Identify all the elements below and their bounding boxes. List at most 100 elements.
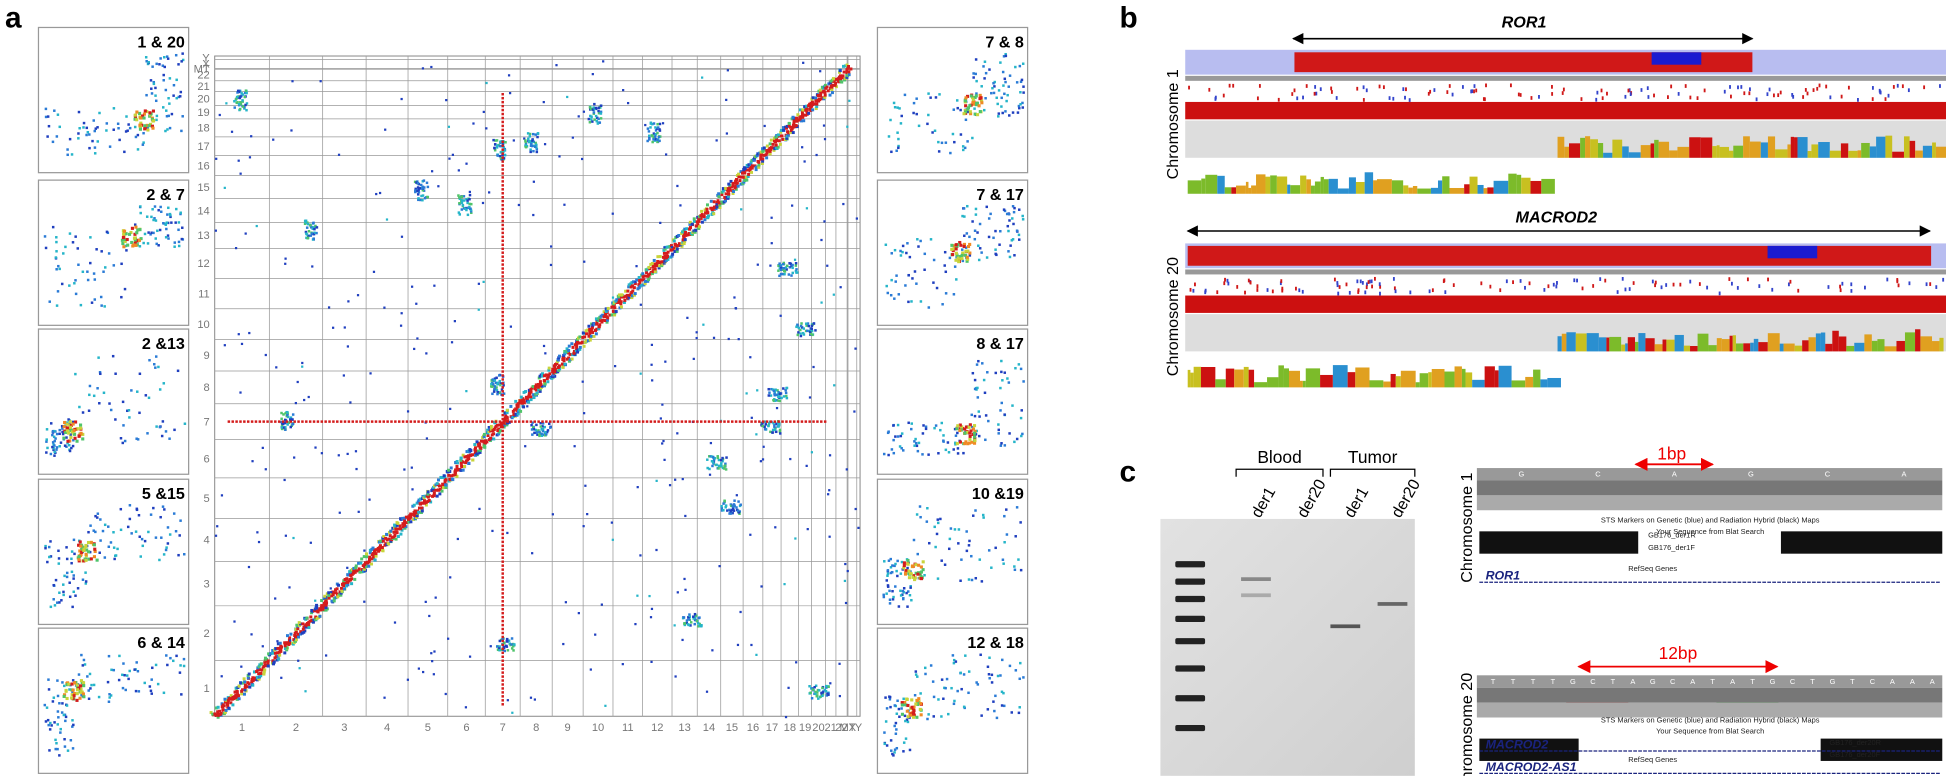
contact xyxy=(688,613,690,615)
contact xyxy=(713,200,716,203)
contact xyxy=(1004,371,1006,373)
conservation-bar xyxy=(1531,181,1542,194)
feature xyxy=(1229,84,1231,88)
contact xyxy=(801,420,803,422)
contact xyxy=(464,420,466,422)
contact xyxy=(808,685,810,687)
contact xyxy=(58,433,60,435)
contact xyxy=(359,420,361,422)
contact xyxy=(45,720,47,722)
contact xyxy=(367,420,369,422)
contact xyxy=(52,584,54,586)
contact xyxy=(546,380,549,383)
contact xyxy=(69,232,71,234)
contact xyxy=(469,208,471,210)
contact xyxy=(465,163,467,165)
feature xyxy=(1872,86,1874,90)
contact xyxy=(57,695,59,697)
contact xyxy=(822,90,825,93)
contact xyxy=(907,301,909,303)
contact xyxy=(654,420,656,422)
contact xyxy=(779,143,782,146)
contact xyxy=(501,164,503,166)
feature xyxy=(1647,86,1649,90)
contact xyxy=(385,533,388,536)
conservation-bar xyxy=(1306,179,1311,193)
contact xyxy=(288,586,290,588)
contact xyxy=(496,393,498,395)
contact xyxy=(974,230,976,232)
contact xyxy=(82,271,84,273)
contact xyxy=(82,578,84,580)
contact xyxy=(66,558,68,560)
contact xyxy=(506,638,508,640)
contact xyxy=(84,571,86,573)
contact xyxy=(167,542,169,544)
contact xyxy=(501,691,503,693)
contact xyxy=(110,541,112,543)
contact xyxy=(487,420,489,422)
contact xyxy=(56,679,58,681)
contact xyxy=(98,112,100,114)
feature xyxy=(1647,95,1649,99)
contact xyxy=(126,238,129,241)
contact xyxy=(63,425,66,428)
contact xyxy=(844,580,846,582)
contact xyxy=(468,420,470,422)
feature xyxy=(1747,277,1749,281)
contact xyxy=(791,267,793,269)
contact xyxy=(162,79,164,81)
contact xyxy=(375,193,377,195)
contact xyxy=(994,230,996,232)
contact xyxy=(53,451,55,453)
contact xyxy=(977,244,979,246)
contact xyxy=(944,687,946,689)
contact xyxy=(777,269,779,271)
contact xyxy=(786,265,788,267)
contact xyxy=(501,600,503,602)
contact xyxy=(1021,215,1023,217)
contact xyxy=(667,251,670,254)
contact xyxy=(363,420,365,422)
contact xyxy=(116,548,118,550)
contact xyxy=(427,186,429,188)
contact xyxy=(501,97,503,99)
contact xyxy=(978,435,980,437)
contact xyxy=(105,129,107,131)
contact xyxy=(791,264,793,266)
contact xyxy=(904,284,906,286)
contact xyxy=(549,420,551,422)
contact xyxy=(736,494,738,496)
contact xyxy=(1007,225,1009,227)
contact xyxy=(651,344,653,346)
contact xyxy=(654,135,656,137)
contact xyxy=(89,524,91,526)
contact xyxy=(501,564,503,566)
contact xyxy=(755,654,757,656)
contact xyxy=(64,246,66,248)
contact xyxy=(123,674,125,676)
contact xyxy=(754,420,756,422)
contact xyxy=(655,549,657,551)
feature xyxy=(1780,91,1782,95)
contact xyxy=(1001,112,1003,114)
contact xyxy=(491,393,493,395)
contact xyxy=(488,426,490,428)
contact xyxy=(1011,711,1013,713)
contact xyxy=(48,125,50,127)
contact xyxy=(578,115,580,117)
contact xyxy=(995,372,997,374)
contact xyxy=(280,426,282,428)
feature xyxy=(1840,288,1842,292)
contact xyxy=(840,81,843,84)
contact xyxy=(338,154,340,156)
contact xyxy=(301,622,304,625)
contact xyxy=(509,92,511,94)
contact xyxy=(926,718,928,720)
contact xyxy=(96,387,98,389)
contact xyxy=(88,394,90,396)
contact xyxy=(357,294,359,296)
contact xyxy=(106,122,108,124)
contact xyxy=(808,325,810,327)
contact xyxy=(981,362,983,364)
